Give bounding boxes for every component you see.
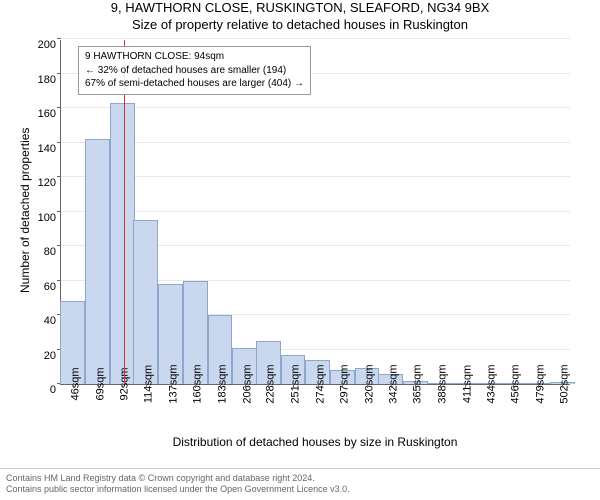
histogram-bar [133,220,158,384]
gridline [61,107,570,108]
y-tick-mark [57,107,61,108]
x-tick-mark [538,384,539,388]
page-title: 9, HAWTHORN CLOSE, RUSKINGTON, SLEAFORD,… [0,0,600,15]
x-tick-mark [220,384,221,388]
x-tick-mark [415,384,416,388]
annotation-line-3: 67% of semi-detached houses are larger (… [85,77,304,91]
x-tick-mark [513,384,514,388]
x-tick-mark [367,384,368,388]
x-tick-mark [391,384,392,388]
x-tick-mark [562,384,563,388]
x-tick-mark [245,384,246,388]
y-tick-mark [57,73,61,74]
x-tick-mark [440,384,441,388]
footer-attribution: Contains HM Land Registry data © Crown c… [0,468,600,500]
y-tick-label: 0 [50,384,61,396]
x-tick-mark [171,384,172,388]
y-tick-label: 140 [38,143,61,155]
y-tick-label: 200 [38,39,61,51]
gridline [61,142,570,143]
y-tick-label: 120 [38,177,61,189]
y-tick-label: 160 [38,108,61,120]
x-axis-label: Distribution of detached houses by size … [60,435,570,449]
x-tick-mark [98,384,99,388]
gridline [61,38,570,39]
page-subtitle: Size of property relative to detached ho… [0,17,600,32]
y-tick-label: 80 [44,246,61,258]
x-tick-mark [489,384,490,388]
y-tick-mark [57,245,61,246]
footer-line-1: Contains HM Land Registry data © Crown c… [6,473,594,485]
y-tick-label: 60 [44,281,61,293]
y-tick-mark [57,211,61,212]
y-tick-mark [57,38,61,39]
y-tick-mark [57,142,61,143]
gridline [61,176,570,177]
x-tick-mark [122,384,123,388]
y-tick-mark [57,176,61,177]
x-tick-mark [318,384,319,388]
x-tick-mark [465,384,466,388]
histogram-bar [110,103,135,384]
x-tick-mark [195,384,196,388]
marker-annotation-box: 9 HAWTHORN CLOSE: 94sqm ← 32% of detache… [78,46,311,95]
x-tick-mark [146,384,147,388]
x-tick-mark [268,384,269,388]
y-tick-label: 20 [44,350,61,362]
y-tick-label: 180 [38,74,61,86]
y-tick-label: 100 [38,212,61,224]
gridline [61,211,570,212]
annotation-line-2: ← 32% of detached houses are smaller (19… [85,64,304,78]
footer-line-2: Contains public sector information licen… [6,484,594,496]
y-axis-label: Number of detached properties [18,127,32,292]
x-tick-mark [342,384,343,388]
y-tick-label: 40 [44,315,61,327]
x-tick-mark [73,384,74,388]
y-tick-mark [57,280,61,281]
histogram-bar [85,139,110,384]
annotation-line-1: 9 HAWTHORN CLOSE: 94sqm [85,50,304,64]
x-tick-mark [293,384,294,388]
